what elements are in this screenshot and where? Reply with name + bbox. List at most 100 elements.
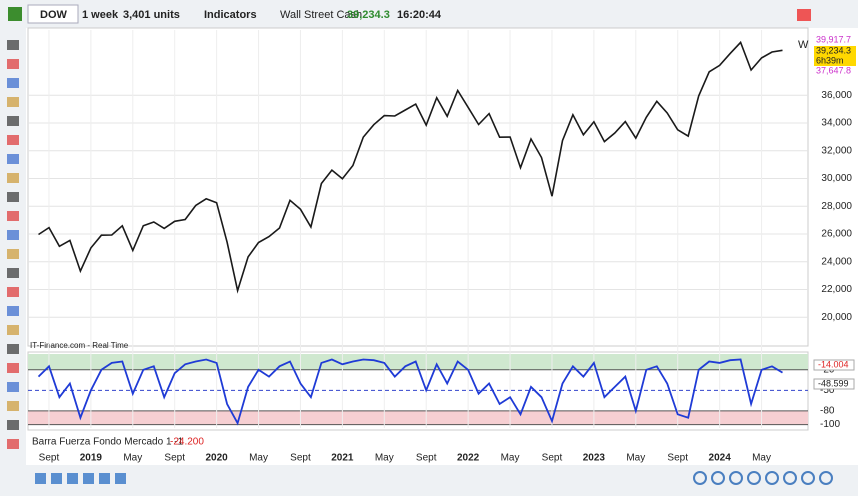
x-tick-label: 2022 xyxy=(457,453,480,464)
y-tick-label: 32,000 xyxy=(821,145,852,156)
x-tick-label: May xyxy=(501,453,520,464)
y-tick-label: 26,000 xyxy=(821,229,852,240)
price-label-box xyxy=(814,66,856,76)
tool-icon[interactable] xyxy=(7,420,19,430)
indicators-button[interactable]: Indicators xyxy=(204,9,257,21)
tool-icon[interactable] xyxy=(7,40,19,50)
x-tick-label: May xyxy=(626,453,645,464)
zoom-icon[interactable] xyxy=(801,471,815,485)
bottom-icon[interactable] xyxy=(83,473,94,484)
price-panel xyxy=(27,27,809,347)
bottom-icon[interactable] xyxy=(115,473,126,484)
value-label: -14.004 xyxy=(818,359,849,369)
price-label: 37,647.8 xyxy=(816,65,851,75)
y-tick-label: -50 xyxy=(820,385,835,396)
indicator-panel xyxy=(27,351,809,431)
tool-icon[interactable] xyxy=(7,439,19,449)
bottom-toolbar xyxy=(0,465,858,496)
value-label-box xyxy=(813,359,855,371)
bottom-icon[interactable] xyxy=(67,473,78,484)
price-label: 39,917.7 xyxy=(816,34,851,44)
last-price: 39,234.3 xyxy=(347,9,390,21)
zoom-icon[interactable] xyxy=(729,471,743,485)
y-tick-label: 28,000 xyxy=(821,201,852,212)
tool-icon[interactable] xyxy=(7,249,19,259)
x-tick-label: Sept xyxy=(39,453,60,464)
tool-icon[interactable] xyxy=(7,59,19,69)
series-line xyxy=(38,40,783,294)
price-label-box xyxy=(814,56,856,66)
x-tick-label: Sept xyxy=(416,453,437,464)
series-line xyxy=(37,358,783,426)
bottom-icon[interactable] xyxy=(99,473,110,484)
tool-icon[interactable] xyxy=(7,401,19,411)
app-icon[interactable] xyxy=(8,7,22,21)
bottom-icon[interactable] xyxy=(35,473,46,484)
x-tick-label: Sept xyxy=(667,453,688,464)
value-label-box xyxy=(813,378,855,390)
value-label: -48.599 xyxy=(818,378,849,388)
x-tick-label: Sept xyxy=(164,453,185,464)
tool-icon[interactable] xyxy=(7,268,19,278)
zoom-icon[interactable] xyxy=(747,471,761,485)
tool-icon[interactable] xyxy=(7,230,19,240)
symbol[interactable]: DOW xyxy=(40,9,68,21)
data-source: IT-Finance.com - Real Time xyxy=(30,341,129,350)
indicator-title: Barra Fuerza Fondo Mercado 1 -1 xyxy=(32,437,184,448)
price-label: 39,234.3 xyxy=(816,45,851,55)
y-tick-label: -80 xyxy=(820,406,835,417)
period-label: W xyxy=(798,39,809,51)
y-tick-label: -100 xyxy=(820,419,840,430)
tool-icon[interactable] xyxy=(7,211,19,221)
tool-icon[interactable] xyxy=(7,116,19,126)
x-tick-label: May xyxy=(123,453,142,464)
y-tick-label: 36,000 xyxy=(821,90,852,101)
x-tick-label: Sept xyxy=(542,453,563,464)
tool-icon[interactable] xyxy=(7,363,19,373)
x-tick-label: Sept xyxy=(290,453,311,464)
tool-icon[interactable] xyxy=(7,344,19,354)
y-tick-label: 24,000 xyxy=(821,256,852,267)
overbought-zone xyxy=(28,354,808,370)
tool-icon[interactable] xyxy=(7,135,19,145)
bottom-icon[interactable] xyxy=(51,473,62,484)
sync-button[interactable] xyxy=(797,9,811,21)
tool-icon[interactable] xyxy=(7,287,19,297)
top-toolbar xyxy=(0,0,858,28)
tool-icon[interactable] xyxy=(7,173,19,183)
tool-icon[interactable] xyxy=(7,306,19,316)
x-tick-label: 2019 xyxy=(80,453,103,464)
tool-icon[interactable] xyxy=(7,154,19,164)
x-tick-label: 2023 xyxy=(583,453,606,464)
x-tick-label: May xyxy=(375,453,394,464)
tool-icon[interactable] xyxy=(7,97,19,107)
oversold-zone xyxy=(28,410,808,425)
zoom-icon[interactable] xyxy=(693,471,707,485)
x-tick-label: May xyxy=(249,453,268,464)
units[interactable]: 3,401 units xyxy=(123,9,180,21)
price-label-box xyxy=(814,35,856,45)
price-label: 6h39m xyxy=(816,55,844,65)
y-tick-label: 30,000 xyxy=(821,173,852,184)
zoom-icon[interactable] xyxy=(783,471,797,485)
x-tick-label: 2024 xyxy=(709,453,732,464)
zoom-icon[interactable] xyxy=(765,471,779,485)
y-tick-label: 22,000 xyxy=(821,284,852,295)
x-tick-label: 2021 xyxy=(331,453,354,464)
tool-icon[interactable] xyxy=(7,78,19,88)
zoom-icon[interactable] xyxy=(819,471,833,485)
timeframe[interactable]: 1 week xyxy=(82,9,119,21)
tool-icon[interactable] xyxy=(7,192,19,202)
y-tick-label: 20,000 xyxy=(821,312,852,323)
tool-icon[interactable] xyxy=(7,382,19,392)
x-tick-label: 2020 xyxy=(206,453,229,464)
tool-icon[interactable] xyxy=(7,325,19,335)
symbol-box[interactable] xyxy=(27,4,79,24)
zoom-icon[interactable] xyxy=(711,471,725,485)
indicator-last: -24.200 xyxy=(170,437,204,448)
price-label-box xyxy=(814,46,856,56)
clock: 16:20:44 xyxy=(397,9,442,21)
x-tick-label: May xyxy=(752,453,771,464)
y-tick-label: 34,000 xyxy=(821,118,852,129)
